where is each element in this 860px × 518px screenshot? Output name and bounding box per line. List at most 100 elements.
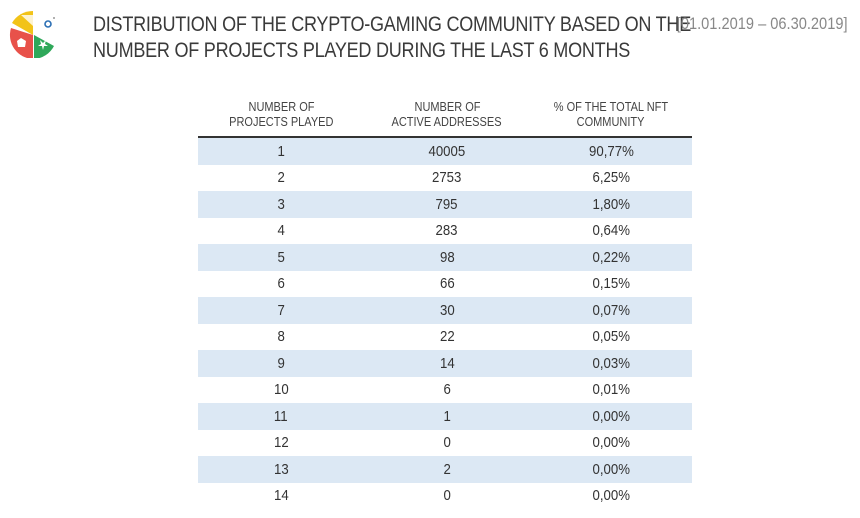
cell-addresses: 98 (364, 244, 530, 271)
table-row: 3 795 1,80% (198, 191, 692, 218)
cell-projects: 11 (198, 403, 364, 430)
header-text: NUMBER OF (248, 100, 314, 114)
cell-projects: 1 (198, 137, 364, 165)
cell-addresses: 795 (364, 191, 530, 218)
cell-text: 90,77% (588, 142, 634, 160)
cell-projects: 4 (198, 218, 364, 245)
cell-percent: 0,64% (530, 218, 692, 245)
cell-text: 6 (277, 275, 285, 293)
cell-text: 2753 (432, 169, 462, 187)
cell-percent: 0,03% (530, 350, 692, 377)
cell-projects: 3 (198, 191, 364, 218)
header-text: % OF THE TOTAL NFT (553, 100, 669, 114)
cell-text: 6 (443, 381, 451, 399)
header-text: NUMBER OF (414, 100, 480, 114)
cell-percent: 0,00% (530, 456, 692, 483)
cell-percent: 0,05% (530, 324, 692, 351)
cell-text: 0 (443, 487, 451, 505)
table-header-row: NUMBER OF PROJECTS PLAYED NUMBER OF ACTIVE … (198, 96, 692, 138)
cell-addresses: 14 (364, 350, 530, 377)
cell-text: 98 (439, 248, 455, 266)
cell-text: 0 (443, 434, 451, 452)
cell-text: 4 (277, 222, 285, 240)
cell-text: 2 (277, 169, 285, 187)
cell-addresses: 2 (364, 456, 530, 483)
table-row: 14 0 0,00% (198, 483, 692, 510)
cell-percent: 0,22% (530, 244, 692, 271)
cell-addresses: 283 (364, 218, 530, 245)
cell-text: 14 (273, 487, 289, 505)
table-row: 11 1 0,00% (198, 403, 692, 430)
table-row: 4 283 0,64% (198, 218, 692, 245)
cell-percent: 0,01% (530, 377, 692, 404)
header-projects-played: NUMBER OF PROJECTS PLAYED (198, 96, 364, 138)
cell-percent: 6,25% (530, 165, 692, 192)
cell-projects: 7 (198, 297, 364, 324)
cell-percent: 1,80% (530, 191, 692, 218)
cell-text: 2 (443, 460, 451, 478)
cell-text: 1,80% (592, 195, 630, 213)
header-text: COMMUNITY (577, 115, 645, 129)
cell-addresses: 66 (364, 271, 530, 298)
distribution-table: NUMBER OF PROJECTS PLAYED NUMBER OF ACTIVE … (198, 96, 692, 509)
cell-text: 3 (277, 195, 285, 213)
cell-addresses: 0 (364, 483, 530, 510)
cell-text: 0,22% (592, 248, 630, 266)
cell-percent: 0,00% (530, 403, 692, 430)
cell-projects: 9 (198, 350, 364, 377)
cell-text: 1 (443, 407, 451, 425)
table-row: 7 30 0,07% (198, 297, 692, 324)
cell-text: 0,00% (592, 407, 630, 425)
cell-text: 12 (273, 434, 289, 452)
cell-percent: 90,77% (530, 137, 692, 165)
cell-addresses: 6 (364, 377, 530, 404)
cell-text: 30 (439, 301, 455, 319)
cell-addresses: 1 (364, 403, 530, 430)
cell-text: 14 (439, 354, 455, 372)
cell-text: 11 (274, 407, 288, 425)
cell-text: 0,15% (592, 275, 630, 293)
cell-text: 795 (435, 195, 459, 213)
cell-projects: 6 (198, 271, 364, 298)
cell-text: 5 (277, 248, 285, 266)
title-line-2: NUMBER OF PROJECTS PLAYED DURING THE LAS… (93, 39, 631, 62)
title-line-1: DISTRIBUTION OF THE CRYPTO-GAMING COMMUN… (93, 13, 691, 36)
cell-addresses: 22 (364, 324, 530, 351)
cell-projects: 12 (198, 430, 364, 457)
header-text: ACTIVE ADDRESSES (391, 115, 503, 129)
table-row: 2 2753 6,25% (198, 165, 692, 192)
cell-text: 13 (273, 460, 289, 478)
cell-projects: 10 (198, 377, 364, 404)
table-row: 5 98 0,22% (198, 244, 692, 271)
cell-text: 22 (439, 328, 455, 346)
cell-text: 0,05% (592, 328, 630, 346)
cell-text: 8 (277, 328, 285, 346)
cell-text: 0,03% (592, 354, 630, 372)
cell-projects: 5 (198, 244, 364, 271)
cell-percent: 0,00% (530, 483, 692, 510)
cell-text: 10 (273, 381, 289, 399)
header-text: PROJECTS PLAYED (228, 115, 334, 129)
cell-text: 9 (277, 354, 285, 372)
cell-text: 40005 (428, 142, 466, 160)
table-row: 10 6 0,01% (198, 377, 692, 404)
table-row: 8 22 0,05% (198, 324, 692, 351)
cell-text: 0,00% (592, 434, 630, 452)
cell-text: 1 (277, 142, 285, 160)
cell-addresses: 40005 (364, 137, 530, 165)
cell-text: 283 (435, 222, 459, 240)
cell-text: 7 (277, 301, 285, 319)
cell-projects: 14 (198, 483, 364, 510)
header-active-addresses: NUMBER OF ACTIVE ADDRESSES (364, 96, 530, 138)
cell-text: 0,01% (592, 381, 630, 399)
table-row: 9 14 0,03% (198, 350, 692, 377)
cell-text: 6,25% (592, 169, 630, 187)
cell-addresses: 30 (364, 297, 530, 324)
cell-percent: 0,15% (530, 271, 692, 298)
date-range: [01.01.2019 – 06.30.2019] (677, 14, 848, 33)
table-row: 13 2 0,00% (198, 456, 692, 483)
cell-text: 0,07% (592, 301, 630, 319)
cell-addresses: 0 (364, 430, 530, 457)
cell-addresses: 2753 (364, 165, 530, 192)
logo-icon (9, 10, 55, 58)
